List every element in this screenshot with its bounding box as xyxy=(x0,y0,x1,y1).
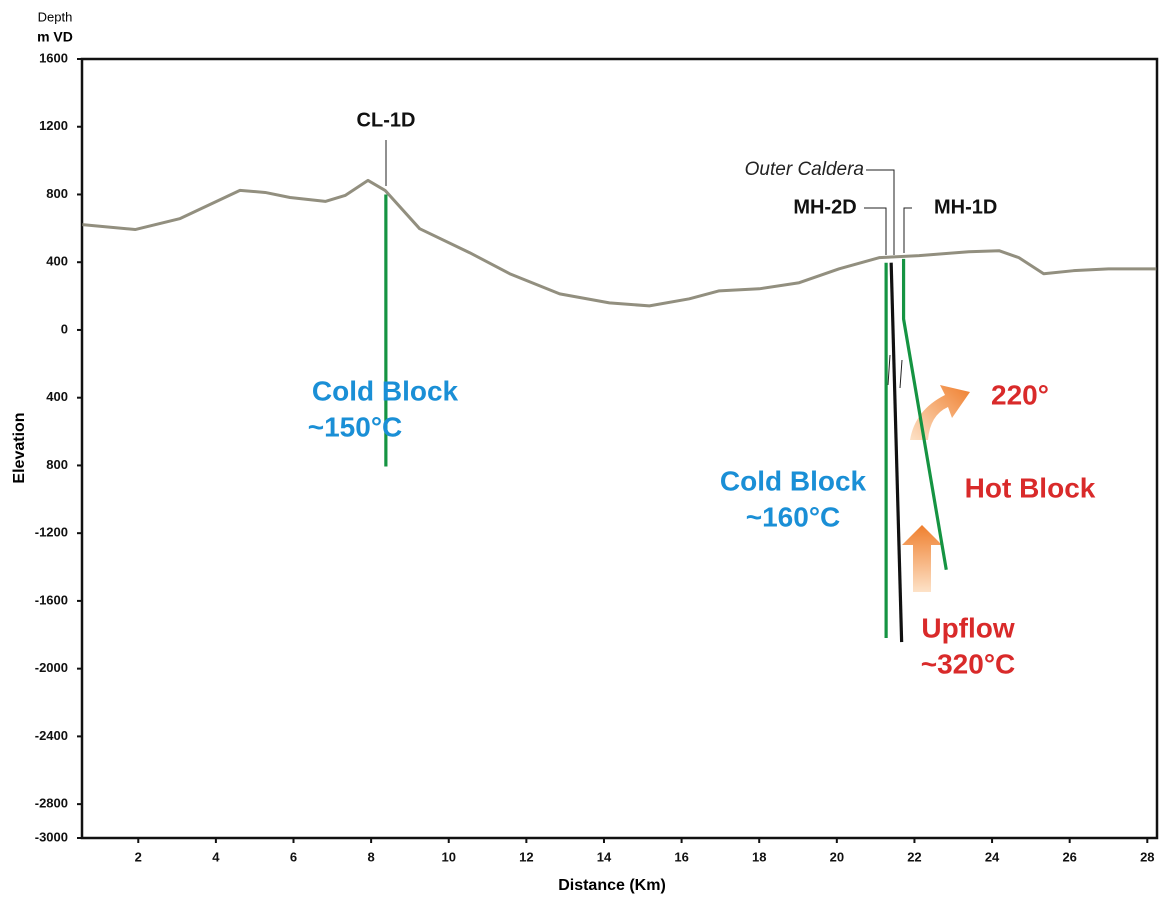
leaders xyxy=(385,140,912,389)
well-label: MH-1D xyxy=(934,196,997,218)
series-line xyxy=(889,262,904,643)
y-tick-label: -1600 xyxy=(35,592,68,607)
annotation: 220° xyxy=(991,379,1049,410)
annotation: Hot Block xyxy=(965,472,1096,503)
y-tick-label: 800 xyxy=(46,457,68,472)
y-tick-label: 400 xyxy=(46,389,68,404)
x-tick-label: 26 xyxy=(1062,849,1076,864)
upflow-arrow xyxy=(902,525,942,592)
x-tick-label: 16 xyxy=(674,849,688,864)
series-line xyxy=(82,178,1157,308)
x-tick-label: 6 xyxy=(290,849,297,864)
well-label: MH-2D xyxy=(793,196,856,218)
fault-marks xyxy=(887,354,903,389)
unit-label: m VD xyxy=(37,29,73,45)
series-line xyxy=(901,258,948,571)
x-tick-label: 4 xyxy=(212,849,220,864)
x-axis-title: Distance (Km) xyxy=(558,877,666,894)
x-tick-label: 28 xyxy=(1140,849,1154,864)
y-tick-label: 400 xyxy=(46,254,68,269)
x-tick-label: 8 xyxy=(368,849,375,864)
y-tick-label: 0 xyxy=(61,321,68,336)
plot-frame xyxy=(80,57,1159,840)
y-axis-title: Elevation xyxy=(11,412,28,483)
depth-label: Depth xyxy=(38,9,73,24)
leader xyxy=(866,169,895,255)
annotation: Cold Block xyxy=(312,375,459,406)
x-tick-label: 24 xyxy=(985,849,1000,864)
annotation: ~320°C xyxy=(921,648,1016,679)
x-tick-label: 14 xyxy=(597,849,612,864)
x-tick-label: 10 xyxy=(442,849,456,864)
x-tick-label: 18 xyxy=(752,849,766,864)
annotation: ~150°C xyxy=(308,411,403,442)
y-tick-label: -2800 xyxy=(35,796,68,811)
well-label: CL-1D xyxy=(357,109,416,131)
y-tick-label: -3000 xyxy=(35,829,68,844)
y-tick-label: -2000 xyxy=(35,660,68,675)
x-tick-label: 22 xyxy=(907,849,921,864)
x-tick-label: 12 xyxy=(519,849,533,864)
y-tick-label: 1600 xyxy=(39,50,68,65)
y-tick-label: 1200 xyxy=(39,118,68,133)
x-tick-label: 20 xyxy=(830,849,844,864)
flow-arrow xyxy=(910,385,970,440)
x-tick-label: 2 xyxy=(135,849,142,864)
annotation: Upflow xyxy=(921,612,1015,643)
annotation: Cold Block xyxy=(720,465,867,496)
leader xyxy=(864,207,887,255)
y-tick-label: 800 xyxy=(46,186,68,201)
annotation: ~160°C xyxy=(746,501,841,532)
leader xyxy=(903,207,912,253)
annotation: Outer Caldera xyxy=(745,159,864,180)
y-tick-label: -1200 xyxy=(35,525,68,540)
y-tick-label: -2400 xyxy=(35,728,68,743)
